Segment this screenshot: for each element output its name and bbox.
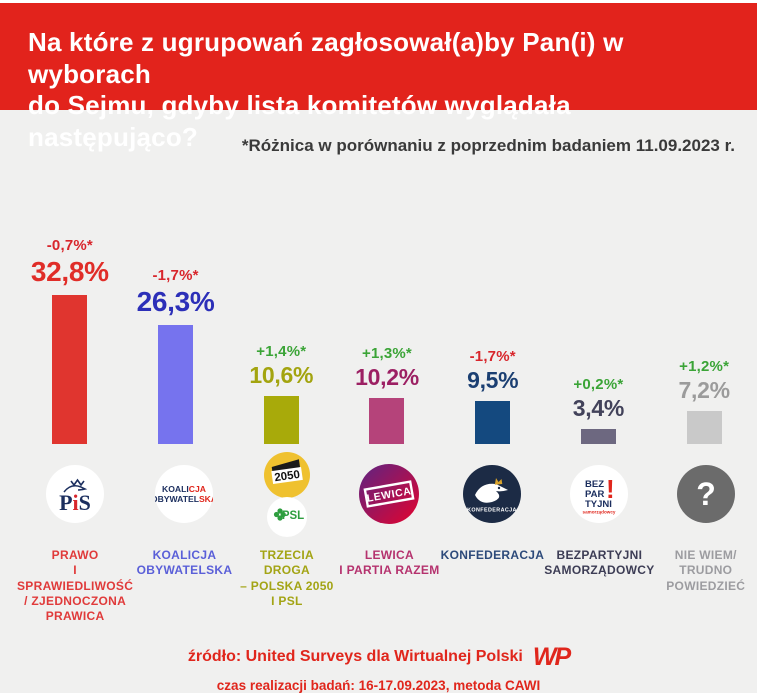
- value-label: 32,8%: [30, 256, 109, 288]
- page-title-line-2: do Sejmu, gdyby lista komitetów wyglądał…: [28, 90, 571, 153]
- value-label: 9,5%: [467, 366, 519, 393]
- party-name: NIE WIEM/ TRUDNO POWIEDZIEĆ: [666, 548, 746, 593]
- svg-text:PiS: PiS: [59, 490, 91, 515]
- legend-nie-wiem: ? NIE WIEM/ TRUDNO POWIEDZIEĆ: [655, 444, 757, 625]
- change-label: -0,7%*: [46, 237, 93, 255]
- legend-bezpartyjni: BEZ PAR TYJNI ! samorządowcy BEZPARTYJNI…: [544, 444, 654, 625]
- change-label: +0,2%*: [573, 375, 624, 393]
- bar-koalicja-obywatelska: [158, 324, 194, 444]
- change-label: +1,3%*: [361, 344, 412, 362]
- bar-lewica: [369, 397, 405, 444]
- svg-text:PSL: PSL: [282, 510, 304, 522]
- legend-pis: PiS PRAWO I SPRAWIEDLIWOŚĆ / ZJEDNOCZONA…: [17, 444, 133, 625]
- bar-trzecia-droga: [263, 395, 299, 444]
- party-name: BEZPARTYJNI SAMORZĄDOWCY: [544, 548, 655, 578]
- bar-nie-wiem: [686, 411, 722, 444]
- svg-text:TYJNI: TYJNI: [585, 499, 612, 510]
- svg-text:KONFEDERACJA: KONFEDERACJA: [468, 508, 518, 514]
- legend-ko: KOALICJA OBYWATELSKA KOALICJA OBYWATELSK…: [133, 444, 235, 625]
- party-name: TRZECIA DROGA – POLSKA 2050 I PSL: [240, 548, 334, 609]
- source-text: źródło: United Surveys dla Wirtualnej Po…: [187, 648, 523, 666]
- header-banner: Na które z ugrupowań zagłosował(a)by Pan…: [0, 3, 757, 152]
- party-column-bezpartyjni: +0,2%* 3,4%: [546, 156, 652, 444]
- svg-text:PAR: PAR: [585, 489, 604, 500]
- svg-text:!: !: [606, 474, 615, 504]
- wp-logo: WP: [532, 642, 571, 671]
- crown-icon: [495, 478, 503, 485]
- party-legend: PiS PRAWO I SPRAWIEDLIWOŚĆ / ZJEDNOCZONA…: [17, 444, 757, 625]
- svg-text:2050: 2050: [274, 469, 301, 484]
- page-title-line-1: Na które z ugrupowań zagłosował(a)by Pan…: [28, 27, 624, 89]
- party-name: LEWICA I PARTIA RAZEM: [339, 548, 440, 578]
- eagle-icon: [63, 485, 88, 493]
- footer: źródło: United Surveys dla Wirtualnej Po…: [0, 642, 757, 693]
- value-label: 7,2%: [678, 377, 731, 404]
- question-mark-icon: ?: [676, 465, 735, 523]
- legend-trzecia-droga: 2050 PSL TRZECIA DROGA – POLSKA 2050 I P…: [236, 444, 338, 625]
- svg-text:OBYWATELSKA: OBYWATELSKA: [155, 494, 213, 504]
- psl-logo-icon: PSL: [266, 497, 307, 537]
- legend-lewica: LEWICA LEWICA I PARTIA RAZEM: [338, 444, 440, 625]
- svg-text:BEZ: BEZ: [585, 479, 604, 490]
- party-name: KONFEDERACJA: [440, 548, 545, 562]
- value-label: 10,2%: [355, 363, 419, 390]
- party-name: PRAWO I SPRAWIEDLIWOŚĆ / ZJEDNOCZONA PRA…: [17, 548, 134, 624]
- bar-bezpartyjni: [580, 428, 616, 444]
- polska-2050-logo-icon: 2050: [263, 452, 310, 498]
- party-column-nie-wiem: +1,2%* 7,2%: [651, 156, 757, 444]
- party-column-ko: -1,7%* 26,3%: [123, 156, 229, 444]
- change-label: +1,2%*: [679, 358, 730, 376]
- bar-pis: [52, 295, 88, 444]
- top-strip: [0, 0, 757, 3]
- bar-konfederacja: [475, 400, 511, 444]
- party-column-pis: -0,7%* 32,8%: [17, 156, 123, 444]
- survey-details: czas realizacji badań: 16-17.09.2023, me…: [216, 677, 541, 693]
- comparison-note: *Różnica w porównaniu z poprzednim badan…: [241, 136, 735, 155]
- legend-konfederacja: KONFEDERACJA KONFEDERACJA: [441, 444, 545, 625]
- change-label: +1,4%*: [256, 342, 307, 360]
- value-label: 10,6%: [249, 361, 314, 388]
- svg-text:?: ?: [696, 476, 716, 512]
- party-name: KOALICJA OBYWATELSKA: [136, 548, 233, 578]
- bezpartyjni-logo-icon: BEZ PAR TYJNI ! samorządowcy: [570, 465, 629, 523]
- svg-text:samorządowcy: samorządowcy: [583, 510, 616, 515]
- koalicja-obywatelska-logo-icon: KOALICJA OBYWATELSKA: [155, 465, 214, 523]
- pis-logo-icon: PiS: [46, 465, 105, 523]
- lewica-logo-icon: LEWICA: [359, 464, 420, 524]
- svg-text:KOALICJA: KOALICJA: [162, 484, 206, 494]
- party-column-lewica: +1,3%* 10,2%: [334, 156, 440, 444]
- konfederacja-logo-icon: KONFEDERACJA: [463, 465, 522, 523]
- crown-icon: [70, 478, 85, 487]
- change-label: -1,7%*: [469, 347, 516, 365]
- clover-icon: [273, 508, 286, 521]
- value-label: 3,4%: [572, 394, 625, 421]
- change-label: -1,7%*: [152, 266, 199, 284]
- party-column-trzecia-droga: +1,4%* 10,6%: [228, 156, 334, 444]
- bar-chart: -0,7%* 32,8% -1,7%* 26,3% +1,4%* 10,6% +…: [17, 156, 757, 444]
- value-label: 26,3%: [136, 285, 215, 317]
- party-column-konfederacja: -1,7%* 9,5%: [440, 156, 546, 444]
